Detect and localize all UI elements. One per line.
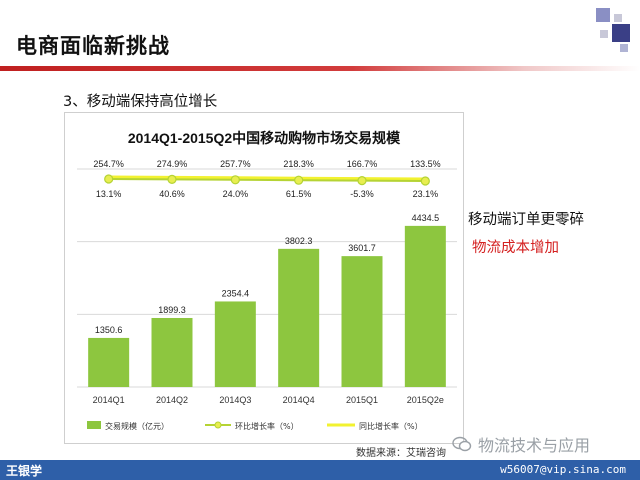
legend-mom-label: 环比增长率（%） — [235, 421, 299, 431]
bar-2015Q2e — [404, 225, 446, 387]
yoy-growth-label: 254.7% — [93, 159, 124, 169]
mom-growth-label: -5.3% — [350, 189, 374, 199]
x-tick-label: 2014Q3 — [219, 395, 251, 405]
chart-panel: 2014Q1-2015Q2中国移动购物市场交易规模020004000600013… — [64, 112, 464, 444]
growth-point — [357, 175, 367, 186]
x-tick-label: 2014Q4 — [283, 395, 315, 405]
wechat-icon — [452, 436, 472, 452]
slide-title: 电商面临新挑战 — [16, 33, 170, 58]
bar-value-label: 3802.3 — [285, 236, 313, 246]
footer-email: w56007@vip.sina.com — [500, 463, 626, 476]
x-tick-label: 2014Q1 — [93, 395, 125, 405]
watermark-text: 物流技术与应用 — [478, 436, 591, 455]
yoy-growth-label: 274.9% — [157, 159, 188, 169]
growth-point — [294, 175, 304, 185]
bar-value-label: 1350.6 — [95, 325, 123, 335]
data-source-note: 数据来源：艾瑞咨询 — [356, 448, 446, 459]
bar-value-label: 2354.4 — [222, 288, 250, 298]
bar-2014Q3 — [214, 301, 256, 387]
watermark: 物流技术与应用 — [452, 432, 590, 456]
side-note-orders: 移动端订单更零碎 — [468, 212, 584, 228]
yoy-growth-line — [108, 175, 426, 181]
mom-growth-label: 24.0% — [223, 189, 249, 199]
mom-growth-label: 40.6% — [159, 189, 185, 199]
yoy-growth-label: 166.7% — [347, 159, 378, 169]
x-tick-label: 2014Q2 — [156, 395, 188, 405]
growth-point — [104, 174, 114, 184]
bar-value-label: 4434.5 — [412, 213, 440, 223]
yoy-growth-label: 218.3% — [283, 159, 314, 169]
mom-growth-label: 23.1% — [413, 189, 439, 199]
growth-point — [230, 175, 240, 185]
title-rule — [0, 66, 640, 71]
mom-growth-label: 61.5% — [286, 189, 312, 199]
growth-point — [167, 174, 177, 185]
legend-bar-label: 交易规模（亿元） — [105, 421, 169, 431]
bar-2014Q2 — [151, 317, 193, 387]
x-tick-label: 2015Q2e — [407, 395, 444, 405]
footer-author: 王银学 — [6, 464, 43, 478]
yoy-growth-label: 133.5% — [410, 159, 441, 169]
footer-bar: 王银学 w56007@vip.sina.com — [0, 460, 640, 480]
mom-growth-line — [108, 178, 426, 182]
bar-2015Q1 — [341, 256, 383, 387]
bar-value-label: 1899.3 — [158, 305, 186, 315]
bar-value-label: 3601.7 — [348, 243, 376, 253]
bar-2014Q4 — [278, 248, 320, 387]
side-note-logistics-cost: 物流成本增加 — [472, 240, 559, 256]
corner-squares-decoration — [596, 8, 630, 52]
yoy-growth-label: 257.7% — [220, 159, 251, 169]
market-size-chart: 2014Q1-2015Q2中国移动购物市场交易规模020004000600013… — [77, 130, 457, 431]
legend-bar-swatch — [87, 421, 101, 429]
mom-growth-label: 13.1% — [96, 189, 122, 199]
bar-2014Q1 — [88, 337, 130, 387]
legend-mom-marker — [214, 421, 222, 429]
growth-point — [420, 176, 430, 186]
legend-yoy-label: 同比增长率（%） — [359, 421, 423, 431]
chart-title: 2014Q1-2015Q2中国移动购物市场交易规模 — [128, 130, 401, 146]
section-subtitle: 3、移动端保持高位增长 — [63, 94, 218, 110]
x-tick-label: 2015Q1 — [346, 395, 378, 405]
